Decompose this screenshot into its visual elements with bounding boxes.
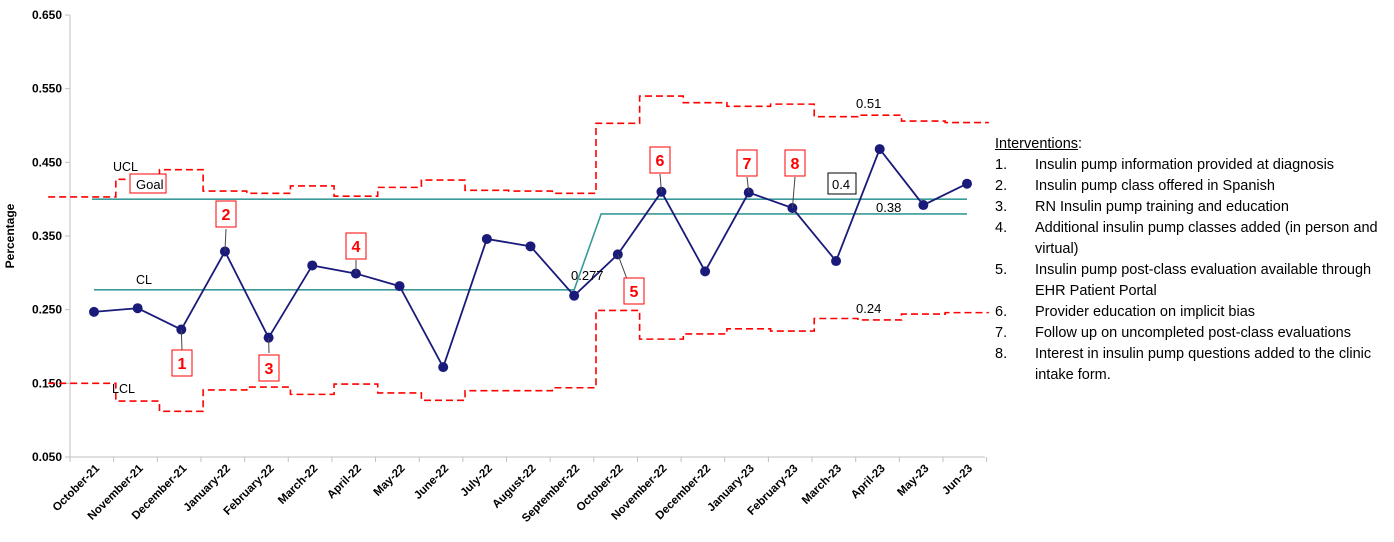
intervention-text: Interest in insulin pump questions added… — [1035, 346, 1372, 383]
cl-label: CL — [136, 273, 152, 287]
annotation-label: 3 — [265, 361, 274, 378]
annotation-leader — [659, 173, 662, 192]
data-point — [438, 362, 449, 373]
annotation-box — [784, 149, 806, 177]
intervention-text: RN Insulin pump training and education — [1035, 199, 1289, 215]
x-tick-label: Jun-23 — [940, 463, 975, 498]
intervention-item: 3. RN Insulin pump training and education — [995, 197, 1391, 218]
annotation-leader — [180, 329, 183, 351]
data-point — [569, 290, 580, 301]
intervention-number: 1. — [995, 157, 1008, 173]
x-tick-label: May-22 — [372, 463, 408, 499]
intervention-item: 7. Follow up on uncompleted post-class ev… — [995, 323, 1391, 344]
data-point — [307, 260, 318, 271]
data-point — [700, 266, 711, 277]
intervention-item: 6. Provider education on implicit bias — [995, 302, 1391, 323]
goal-value: 0.4 — [832, 177, 850, 192]
x-tick-label: July-22 — [458, 463, 495, 500]
annotation-label: 4 — [352, 239, 361, 256]
goal-label: Goal — [136, 177, 164, 192]
data-point — [525, 241, 536, 252]
intervention-number: 3. — [995, 199, 1008, 215]
lcl-value: 0.24 — [856, 301, 881, 316]
intervention-text: Provider education on implicit bias — [1035, 304, 1256, 320]
y-tick-label: 0.550 — [32, 82, 62, 96]
x-tick-label: March-23 — [800, 463, 844, 507]
annotation-label: 7 — [743, 156, 752, 173]
data-point — [394, 281, 405, 292]
annotation-box — [345, 232, 367, 260]
ucl-line — [48, 95, 989, 198]
annotation-leader — [224, 228, 227, 252]
intervention-number: 6. — [995, 304, 1008, 320]
x-tick-label: March-22 — [276, 463, 320, 507]
interventions-title-colon: : — [1078, 136, 1083, 152]
intervention-item: 8. Interest in insulin pump questions add… — [995, 344, 1391, 386]
y-tick-label: 0.050 — [32, 450, 62, 464]
y-tick-label: 0.650 — [32, 8, 62, 22]
intervention-text: Insulin pump class offered in Spanish — [1035, 178, 1275, 194]
interventions-title: Interventions — [995, 136, 1079, 152]
lcl-line — [48, 309, 989, 413]
intervention-text: Insulin pump information provided at dia… — [1035, 157, 1335, 173]
intervention-item: 5. Insulin pump post-class evaluation ava… — [995, 260, 1391, 302]
data-point — [962, 178, 972, 189]
intervention-number: 5. — [995, 262, 1008, 278]
y-tick-label: 0.450 — [32, 155, 62, 169]
data-point — [831, 256, 842, 267]
ucl-label: UCL — [113, 160, 138, 174]
annotation-label: 1 — [178, 356, 187, 373]
annotation-leader — [617, 254, 628, 280]
cl-after-value: 0.38 — [876, 200, 901, 215]
data-point — [132, 303, 143, 314]
annotation-label: 5 — [630, 284, 639, 301]
intervention-text: Insulin pump post-class evaluation avail… — [1035, 262, 1372, 299]
y-tick-label: 0.150 — [32, 376, 62, 390]
intervention-item: 4. Additional insulin pump classes added … — [995, 218, 1391, 260]
intervention-number: 8. — [995, 346, 1008, 362]
y-tick-label: 0.350 — [32, 229, 62, 243]
x-tick-label: April-22 — [325, 463, 364, 502]
control-chart: 0.0500.1500.2500.3500.4500.5500.650Octob… — [3, 8, 989, 525]
intervention-item: 1. Insulin pump information provided at d… — [995, 155, 1391, 176]
annotation-label: 2 — [222, 207, 231, 224]
annotation-box — [258, 354, 280, 382]
intervention-number: 7. — [995, 325, 1008, 341]
x-tick-label: May-23 — [895, 463, 931, 499]
lcl-label: LCL — [112, 382, 135, 396]
annotation-box — [649, 146, 671, 174]
interventions-panel: Interventions: 1. Insulin pump informatio… — [995, 134, 1391, 386]
interventions-heading: Interventions: — [995, 134, 1391, 155]
x-tick-label: June-22 — [412, 463, 451, 502]
data-point — [918, 200, 929, 211]
y-axis-title: Percentage — [3, 203, 17, 268]
annotation-box — [215, 200, 237, 228]
intervention-number: 4. — [995, 220, 1008, 236]
intervention-text: Additional insulin pump classes added (i… — [1035, 220, 1378, 257]
intervention-number: 2. — [995, 178, 1008, 194]
annotation-box — [623, 277, 645, 305]
annotation-label: 6 — [656, 153, 665, 170]
data-point — [481, 233, 492, 244]
annotation-leader — [746, 176, 750, 193]
goal-value-box — [827, 172, 857, 195]
ucl-value: 0.51 — [856, 96, 881, 111]
cl-before-value: 0.277 — [571, 268, 604, 283]
intervention-text: Follow up on uncompleted post-class eval… — [1035, 325, 1351, 341]
x-tick-label: April-23 — [849, 463, 888, 502]
annotation-label: 8 — [791, 156, 800, 173]
center-line — [94, 213, 967, 291]
annotation-box — [736, 149, 758, 177]
intervention-item: 2. Insulin pump class offered in Spanish — [995, 176, 1391, 197]
goal-label-box — [129, 173, 167, 194]
annotation-leader — [791, 176, 796, 209]
y-tick-label: 0.250 — [32, 303, 62, 317]
data-point — [874, 144, 885, 155]
annotation-box — [171, 349, 193, 377]
data-point — [89, 306, 99, 317]
